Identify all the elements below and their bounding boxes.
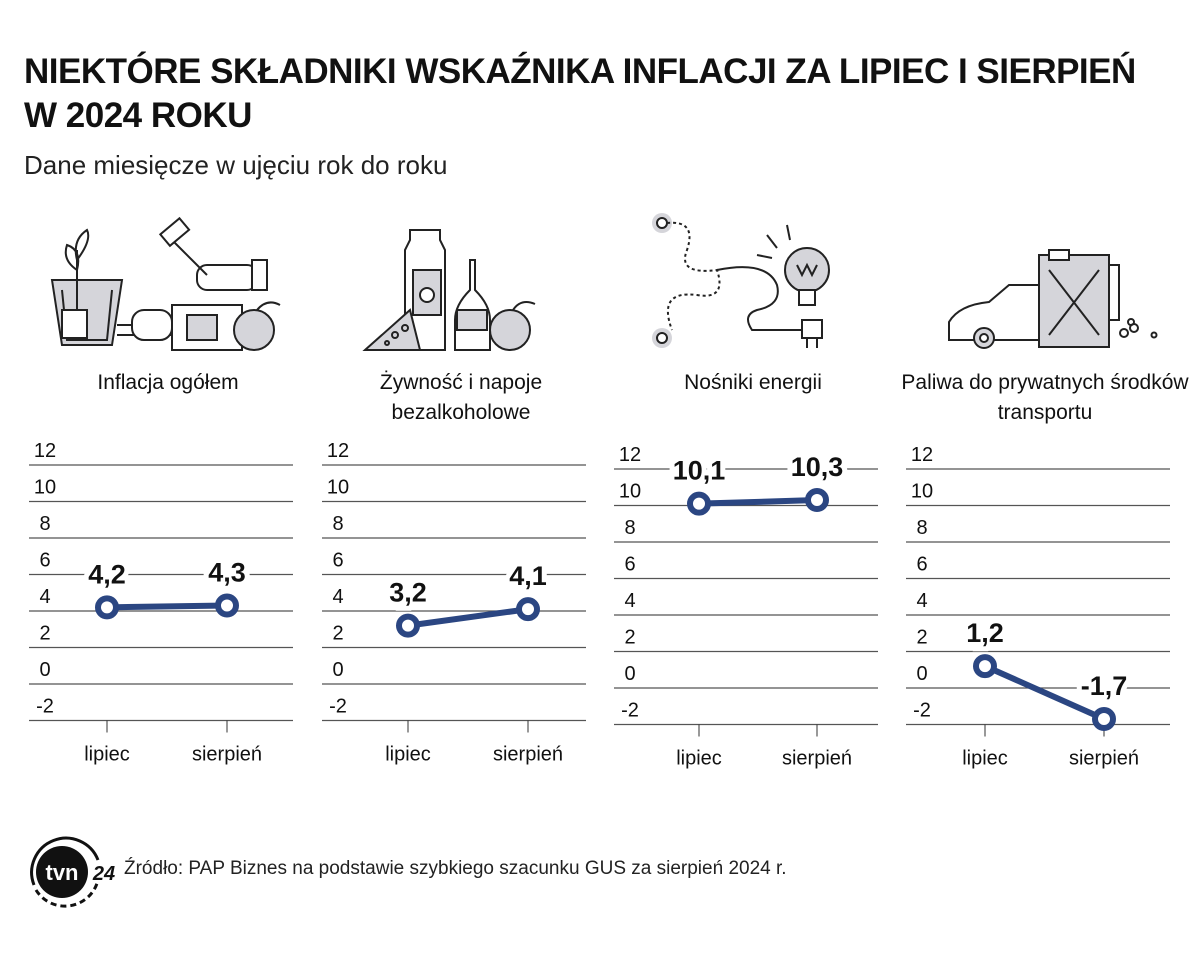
- y-tick-label: 10: [34, 477, 56, 499]
- x-tick-label: sierpień: [782, 748, 852, 770]
- series-line: [983, 663, 1106, 722]
- x-tick-label: sierpień: [1069, 748, 1139, 770]
- panel-title: Żywność i napoje bezalkoholowe: [379, 371, 543, 424]
- data-point: [215, 593, 239, 618]
- data-label: 4,2: [88, 559, 126, 589]
- y-tick-label: -2: [913, 700, 931, 722]
- data-point: [396, 613, 420, 638]
- x-tick-label: sierpień: [192, 744, 262, 766]
- x-tick-label: lipiec: [385, 744, 431, 766]
- data-label: 4,1: [509, 561, 547, 591]
- data-label: -1,7: [1081, 671, 1128, 701]
- data-point: [516, 597, 540, 622]
- panel-inflacja: Inflacja ogółem 12 10 8 6 4 2 0 -2 lipiec sierpie…: [22, 200, 314, 780]
- series-line: [698, 497, 818, 507]
- y-tick-label: -2: [329, 696, 347, 718]
- line-chart: 12 10 8 6 4 2 0 -2 lipiec sierpień 1,2 -1,7: [906, 444, 1170, 770]
- data-label: 1,2: [966, 618, 1004, 648]
- series-line: [106, 602, 228, 611]
- household-goods-icon: [50, 216, 281, 351]
- subtitle: Dane miesięcze w ujęciu rok do roku: [24, 150, 448, 180]
- panel-energia: Nośniki energii 12 10 8 6 4 2 0 -2 lipiec sierpie…: [607, 200, 899, 780]
- y-tick-label: 4: [624, 590, 635, 612]
- y-tick-label: 12: [327, 440, 349, 462]
- y-tick-label: 0: [624, 663, 635, 685]
- y-tick-label: 2: [332, 623, 343, 645]
- panel-title: Paliwa do prywatnych środków transportu: [901, 371, 1189, 424]
- panel-title: Nośniki energii: [684, 371, 822, 394]
- y-tick-label: 12: [619, 444, 641, 466]
- y-tick-label: 12: [911, 444, 933, 466]
- y-tick-label: 2: [916, 627, 927, 649]
- y-tick-label: -2: [36, 696, 54, 718]
- svg-text:24: 24: [92, 863, 115, 885]
- y-tick-label: 8: [916, 517, 927, 539]
- data-label: 3,2: [389, 578, 427, 608]
- y-tick-label: 2: [624, 627, 635, 649]
- data-point: [1092, 707, 1116, 732]
- data-label: 4,3: [208, 558, 246, 588]
- line-chart: 12 10 8 6 4 2 0 -2 lipiec sierpień 4,2 4,3: [29, 440, 293, 766]
- data-point: [805, 488, 829, 513]
- series-line: [407, 606, 529, 629]
- y-tick-label: -2: [621, 700, 639, 722]
- y-tick-label: 4: [332, 586, 343, 608]
- car-fuel-can-icon: [948, 249, 1158, 349]
- y-tick-label: 4: [39, 586, 50, 608]
- food-drinks-icon: [362, 229, 536, 351]
- panel-zywnosc: Żywność i napoje bezalkoholowe 12 10 8 6 4 2 0…: [315, 200, 607, 780]
- x-tick-label: lipiec: [676, 748, 722, 770]
- title-line-2: W 2024 ROKU: [24, 96, 252, 135]
- y-tick-label: 6: [624, 554, 635, 576]
- y-tick-label: 6: [916, 554, 927, 576]
- y-tick-label: 8: [332, 513, 343, 535]
- svg-text:tvn: tvn: [46, 860, 79, 885]
- y-tick-label: 2: [39, 623, 50, 645]
- lightbulb-plug-icon: [652, 213, 830, 348]
- y-tick-label: 0: [39, 659, 50, 681]
- y-tick-label: 6: [39, 550, 50, 572]
- y-tick-label: 0: [916, 663, 927, 685]
- y-tick-label: 10: [619, 481, 641, 503]
- data-label: 10,1: [673, 456, 726, 486]
- data-label: 10,3: [791, 452, 844, 482]
- panel-title: Inflacja ogółem: [97, 371, 239, 394]
- y-tick-label: 6: [332, 550, 343, 572]
- panel-paliwa: Paliwa do prywatnych środków transportu …: [899, 200, 1191, 780]
- y-tick-label: 10: [327, 477, 349, 499]
- data-point: [95, 595, 119, 620]
- data-point: [687, 491, 711, 516]
- y-tick-label: 4: [916, 590, 927, 612]
- line-chart: 12 10 8 6 4 2 0 -2 lipiec sierpień 10,1 10,3: [614, 444, 878, 770]
- tvn24-logo: tvn 24: [30, 836, 115, 908]
- x-tick-label: sierpień: [493, 744, 563, 766]
- data-point: [973, 654, 997, 679]
- line-chart: 12 10 8 6 4 2 0 -2 lipiec sierpień 3,2 4,1: [322, 440, 586, 766]
- page-title: NIEKTÓRE SKŁADNIKI WSKAŹNIKA INFLACJI ZA…: [24, 50, 1174, 138]
- x-tick-label: lipiec: [962, 748, 1008, 770]
- y-tick-label: 0: [332, 659, 343, 681]
- x-tick-label: lipiec: [84, 744, 130, 766]
- source-note: Źródło: PAP Biznes na podstawie szybkieg…: [124, 858, 787, 879]
- y-tick-label: 8: [39, 513, 50, 535]
- y-tick-label: 10: [911, 481, 933, 503]
- y-tick-label: 12: [34, 440, 56, 462]
- y-tick-label: 8: [624, 517, 635, 539]
- title-line-1: NIEKTÓRE SKŁADNIKI WSKAŹNIKA INFLACJI ZA…: [24, 52, 1136, 91]
